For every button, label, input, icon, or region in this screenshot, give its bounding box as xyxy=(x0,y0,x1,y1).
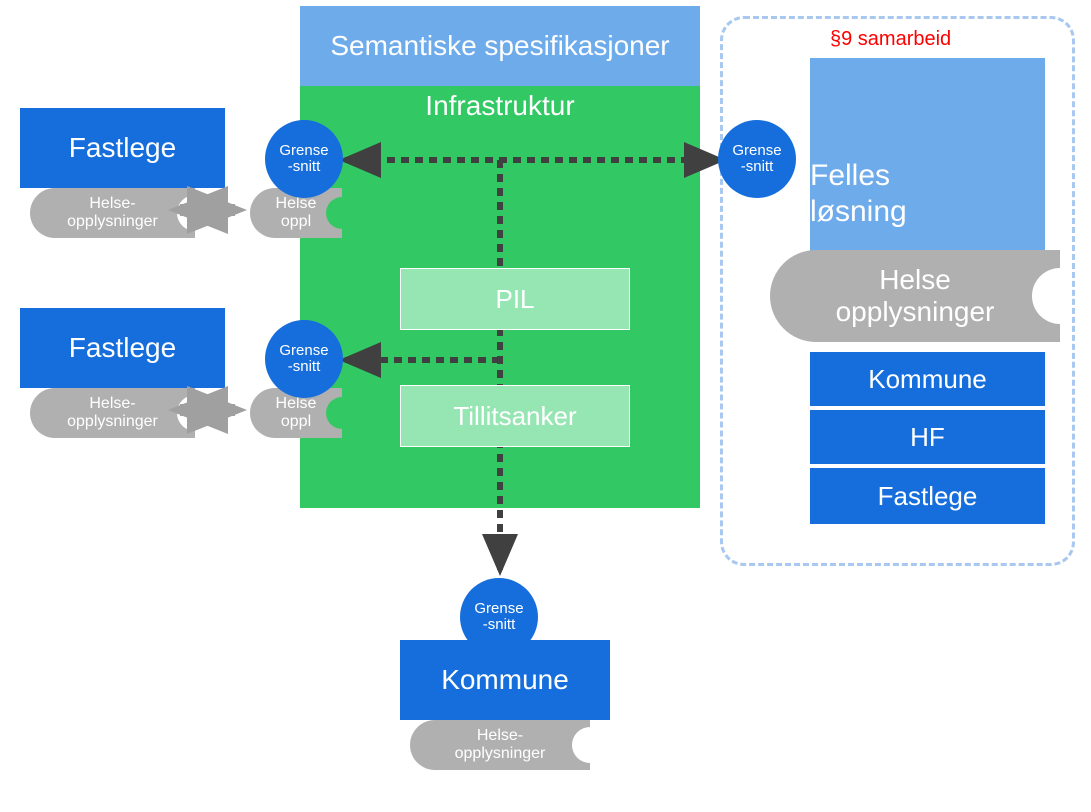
samarbeid-subtitle: §9 samarbeid xyxy=(830,28,951,51)
right-helse-l2: opplysninger xyxy=(836,296,995,328)
right-hf-label: HF xyxy=(910,422,945,453)
grense-snitt-1: Grense -snitt xyxy=(265,120,343,198)
fastlege-2-pill-l1: Helse- xyxy=(89,395,135,413)
grense-r-l1: Grense xyxy=(732,143,781,160)
grense-k-l2: -snitt xyxy=(483,617,516,634)
fastlege-1-pill-l2: opplysninger xyxy=(67,213,158,231)
grense-2-l1: Grense xyxy=(279,343,328,360)
right-fastlege-box: Fastlege xyxy=(810,468,1045,524)
semantic-spec-label: Semantiske spesifikasjoner xyxy=(330,29,669,63)
kommune-label: Kommune xyxy=(441,664,569,696)
pil-box: PIL xyxy=(400,268,630,330)
fastlege-1-box: Fastlege xyxy=(20,108,225,188)
semantic-spec-header: Semantiske spesifikasjoner xyxy=(300,6,700,86)
fastlege-2-box: Fastlege xyxy=(20,308,225,388)
helse-oppl-2-l1: Helse xyxy=(276,395,317,413)
right-kommune-label: Kommune xyxy=(868,364,987,395)
kommune-pill: Helse- opplysninger xyxy=(410,720,590,770)
fastlege-1-pill: Helse- opplysninger xyxy=(30,188,195,238)
fastlege-2-label: Fastlege xyxy=(69,332,176,364)
tillitsanker-box: Tillitsanker xyxy=(400,385,630,447)
grense-snitt-right: Grense -snitt xyxy=(718,120,796,198)
tillitsanker-label: Tillitsanker xyxy=(453,401,576,432)
felles-l2: løsning xyxy=(810,194,907,230)
kommune-pill-l1: Helse- xyxy=(477,727,523,745)
right-hf-box: HF xyxy=(810,410,1045,466)
felles-l1: Felles xyxy=(810,158,890,194)
grense-k-l1: Grense xyxy=(474,601,523,618)
grense-2-l2: -snitt xyxy=(288,359,321,376)
samarbeid-subtitle-text: §9 samarbeid xyxy=(830,28,951,50)
pil-label: PIL xyxy=(495,284,534,315)
right-helse-l1: Helse xyxy=(879,264,951,296)
kommune-pill-l2: opplysninger xyxy=(455,745,546,763)
infrastructure-text: Infrastruktur xyxy=(425,90,574,122)
right-helse-pill: Helse opplysninger xyxy=(770,250,1060,342)
infrastructure-label: Infrastruktur xyxy=(300,86,700,126)
grense-snitt-kommune: Grense -snitt xyxy=(460,578,538,656)
grense-r-l2: -snitt xyxy=(741,159,774,176)
helse-oppl-1-l1: Helse xyxy=(276,195,317,213)
helse-oppl-2-l2: oppl xyxy=(281,413,311,431)
fastlege-1-pill-l1: Helse- xyxy=(89,195,135,213)
grense-1-l2: -snitt xyxy=(288,159,321,176)
helse-oppl-1-l2: oppl xyxy=(281,213,311,231)
right-fastlege-label: Fastlege xyxy=(878,481,978,512)
grense-snitt-2: Grense -snitt xyxy=(265,320,343,398)
fastlege-2-pill-l2: opplysninger xyxy=(67,413,158,431)
fastlege-2-pill: Helse- opplysninger xyxy=(30,388,195,438)
right-kommune-box: Kommune xyxy=(810,352,1045,408)
fastlege-1-label: Fastlege xyxy=(69,132,176,164)
grense-1-l1: Grense xyxy=(279,143,328,160)
